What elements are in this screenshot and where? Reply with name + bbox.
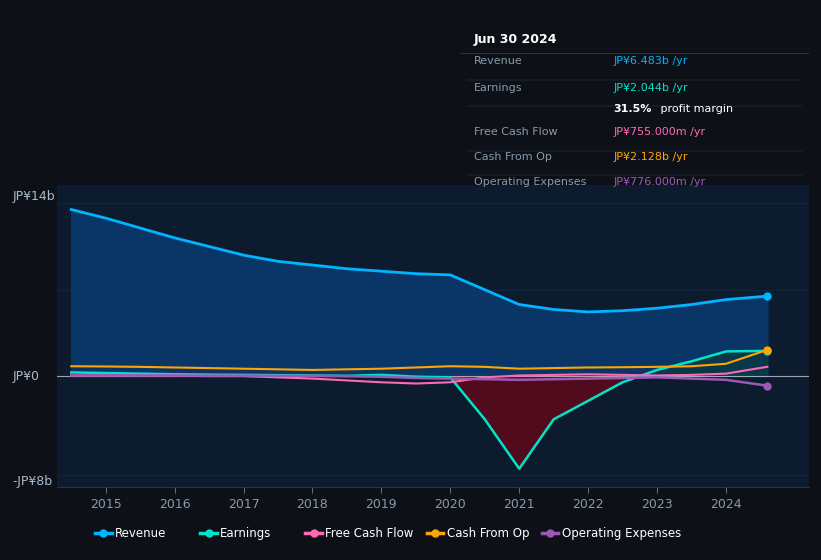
Text: Earnings: Earnings [220, 527, 272, 540]
Text: JP¥2.044b /yr: JP¥2.044b /yr [613, 83, 688, 93]
Text: JP¥0: JP¥0 [12, 370, 39, 382]
Text: Free Cash Flow: Free Cash Flow [474, 128, 557, 138]
Text: JP¥6.483b /yr: JP¥6.483b /yr [613, 57, 688, 67]
Text: Cash From Op: Cash From Op [447, 527, 529, 540]
Text: JP¥755.000m /yr: JP¥755.000m /yr [613, 128, 705, 138]
Text: 31.5%: 31.5% [613, 104, 652, 114]
Text: JP¥14b: JP¥14b [12, 190, 55, 203]
Text: Operating Expenses: Operating Expenses [562, 527, 681, 540]
Text: Revenue: Revenue [474, 57, 522, 67]
Text: Cash From Op: Cash From Op [474, 152, 552, 162]
Text: JP¥776.000m /yr: JP¥776.000m /yr [613, 177, 705, 187]
Text: JP¥2.128b /yr: JP¥2.128b /yr [613, 152, 688, 162]
Text: profit margin: profit margin [657, 104, 733, 114]
Text: Jun 30 2024: Jun 30 2024 [474, 34, 557, 46]
Text: Earnings: Earnings [474, 83, 522, 93]
Text: -JP¥8b: -JP¥8b [12, 475, 53, 488]
Text: Operating Expenses: Operating Expenses [474, 177, 586, 187]
Text: Revenue: Revenue [115, 527, 167, 540]
Text: Free Cash Flow: Free Cash Flow [325, 527, 414, 540]
